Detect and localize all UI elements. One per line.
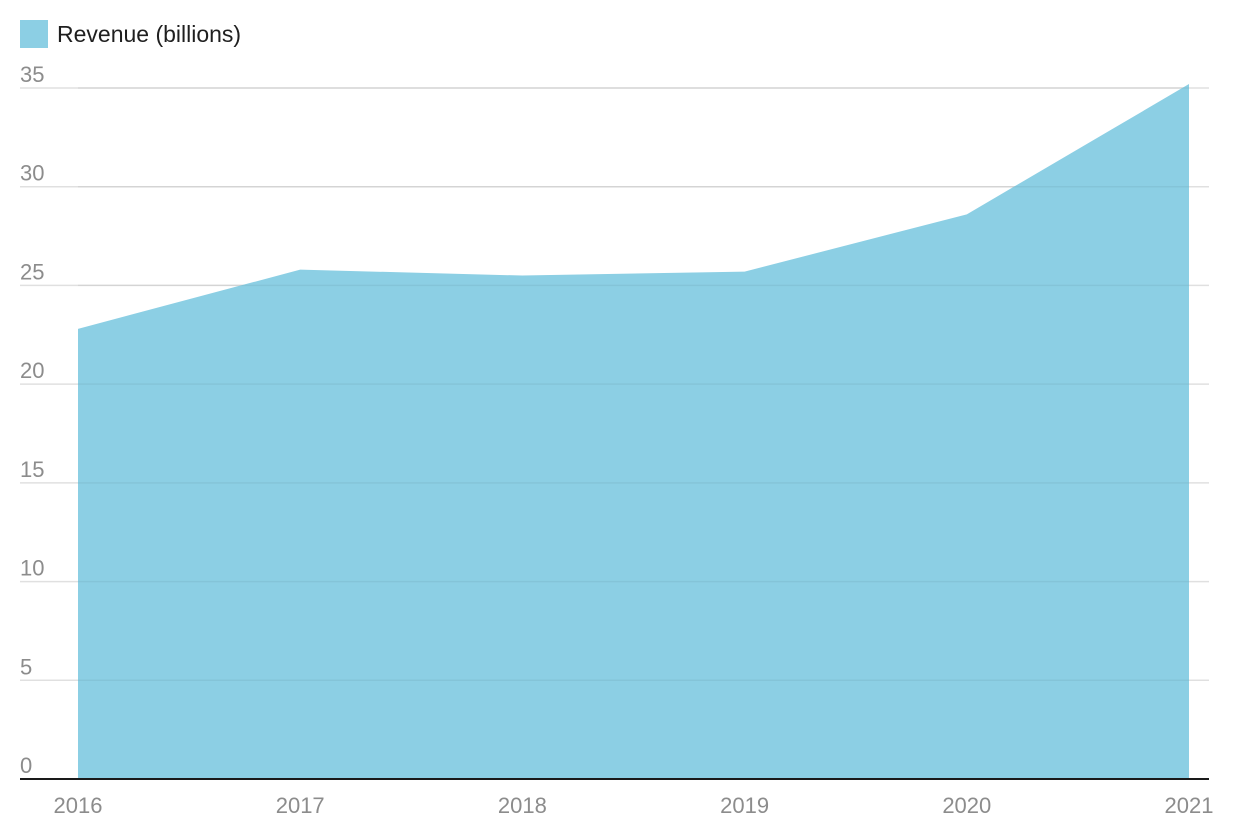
y-tick-label: 0 xyxy=(20,753,32,778)
y-tick-label: 35 xyxy=(20,62,44,87)
x-tick-label: 2018 xyxy=(498,793,547,818)
legend-swatch xyxy=(20,20,48,48)
plot-area xyxy=(78,84,1189,779)
x-tick-label: 2021 xyxy=(1165,793,1214,818)
legend-label: Revenue (billions) xyxy=(57,21,242,47)
y-tick-label: 5 xyxy=(20,654,32,679)
y-tick-label: 10 xyxy=(20,556,44,581)
axes: 0 5 10 15 20 25 30 35 2016 2017 2018 2019 2020 2021 xyxy=(20,62,1213,818)
y-tick-label: 25 xyxy=(20,259,44,284)
x-tick-label: 2019 xyxy=(720,793,769,818)
y-tick-label: 30 xyxy=(20,161,44,186)
x-tick-label: 2017 xyxy=(276,793,325,818)
y-tick-label: 20 xyxy=(20,358,44,383)
chart-legend: Revenue (billions) xyxy=(20,19,241,49)
x-tick-label: 2016 xyxy=(54,793,103,818)
y-tick-label: 15 xyxy=(20,457,44,482)
series-area xyxy=(78,84,1189,779)
x-tick-label: 2020 xyxy=(942,793,991,818)
